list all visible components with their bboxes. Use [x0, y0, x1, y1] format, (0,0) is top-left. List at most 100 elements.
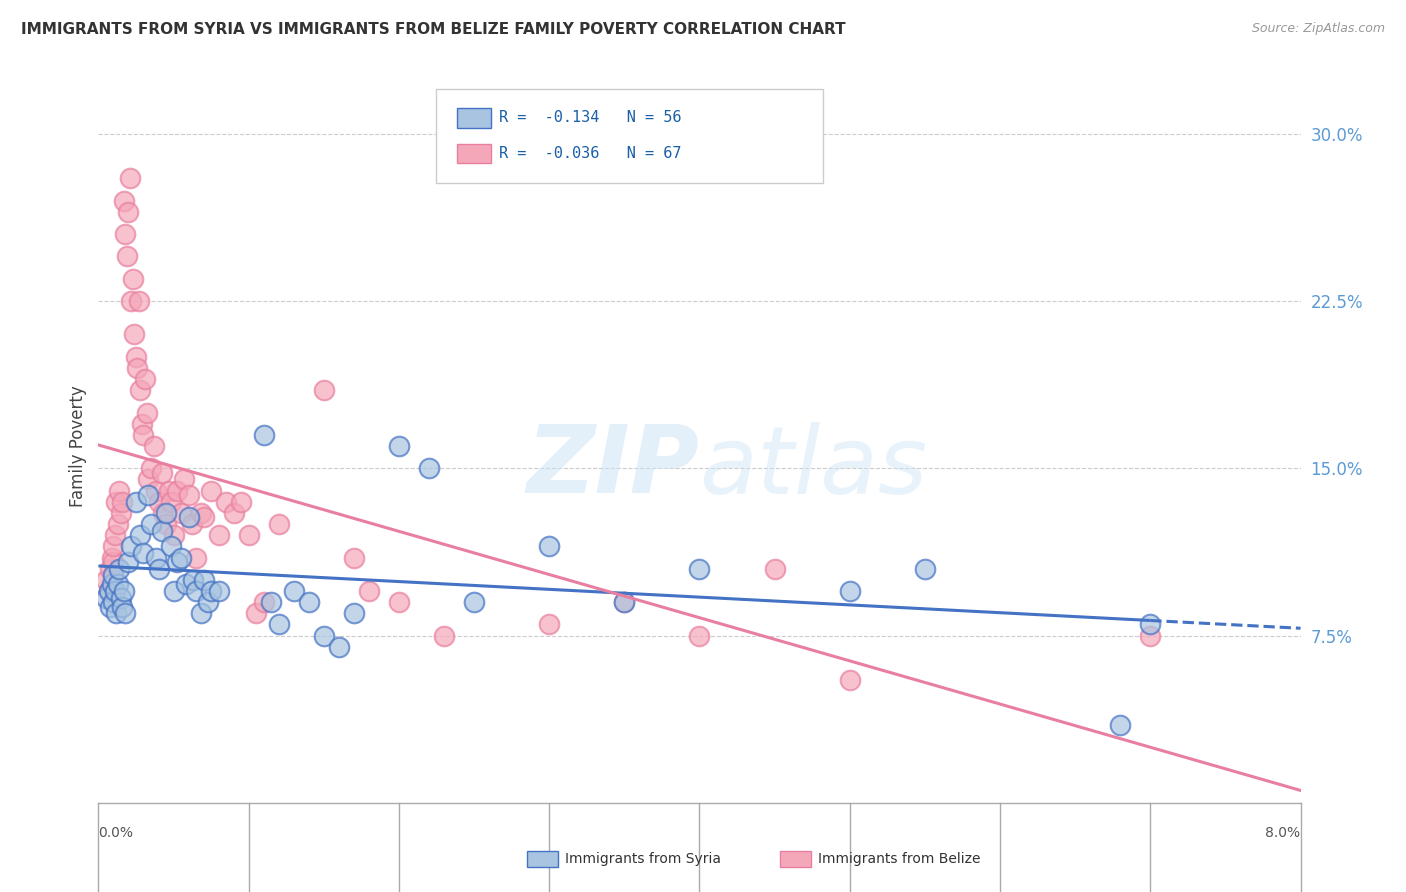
Point [162, 528, 184, 542]
Point [312, 384, 335, 398]
Point [1139, 617, 1161, 632]
Point [343, 607, 366, 621]
Point [538, 539, 561, 553]
Point [139, 461, 162, 475]
Point [100, 599, 122, 614]
Point [312, 628, 335, 642]
Point [193, 573, 215, 587]
Point [104, 528, 127, 542]
Point [115, 249, 138, 264]
Point [388, 439, 411, 453]
Point [418, 461, 440, 475]
Y-axis label: Family Poverty: Family Poverty [69, 385, 87, 507]
Point [343, 550, 366, 565]
Point [111, 494, 134, 508]
Point [231, 494, 253, 508]
Point [112, 583, 135, 598]
Point [155, 506, 177, 520]
Point [170, 506, 193, 520]
Point [283, 583, 305, 598]
Point [121, 293, 143, 308]
Point [108, 562, 131, 576]
Point [267, 517, 290, 532]
Point [253, 428, 276, 442]
Point [613, 595, 636, 609]
Point [97, 583, 120, 598]
Point [103, 555, 125, 569]
Point [117, 555, 139, 569]
Point [110, 591, 132, 605]
Point [181, 573, 204, 587]
Point [208, 528, 231, 542]
Point [136, 473, 159, 487]
Point [245, 607, 267, 621]
Point [103, 539, 125, 553]
Point [128, 293, 150, 308]
Point [131, 417, 153, 431]
Text: Source: ZipAtlas.com: Source: ZipAtlas.com [1251, 22, 1385, 36]
Point [108, 483, 131, 498]
Point [114, 227, 136, 241]
Text: ZIP: ZIP [527, 421, 700, 514]
Point [94, 591, 117, 605]
Point [538, 617, 561, 632]
Point [215, 494, 238, 508]
Point [135, 405, 157, 420]
Point [139, 517, 162, 532]
Point [145, 483, 167, 498]
Point [107, 577, 129, 591]
Point [190, 506, 212, 520]
Point [267, 617, 290, 632]
Point [200, 583, 222, 598]
Point [1109, 717, 1132, 731]
Point [388, 595, 411, 609]
Point [134, 372, 156, 386]
Point [103, 595, 125, 609]
Point [136, 488, 159, 502]
Text: Immigrants from Belize: Immigrants from Belize [818, 852, 981, 866]
Point [107, 517, 129, 532]
Text: Immigrants from Syria: Immigrants from Syria [565, 852, 721, 866]
Point [200, 483, 222, 498]
Point [101, 577, 124, 591]
Point [184, 583, 207, 598]
Text: atlas: atlas [700, 422, 928, 513]
Point [100, 562, 122, 576]
Point [1139, 628, 1161, 642]
Point [184, 550, 207, 565]
Point [208, 583, 231, 598]
Point [112, 194, 135, 208]
Point [145, 550, 167, 565]
Point [129, 384, 152, 398]
Point [118, 171, 141, 186]
Point [193, 510, 215, 524]
Point [170, 550, 193, 565]
Point [121, 539, 143, 553]
Point [180, 517, 202, 532]
Point [125, 350, 148, 364]
Point [253, 595, 276, 609]
Point [166, 483, 188, 498]
Point [174, 577, 197, 591]
Point [114, 607, 136, 621]
Point [97, 583, 120, 598]
Point [117, 204, 139, 219]
Point [148, 562, 170, 576]
Point [838, 583, 860, 598]
Point [94, 573, 117, 587]
Point [150, 466, 173, 480]
Text: 0.0%: 0.0% [98, 826, 134, 839]
Point [105, 607, 128, 621]
Point [238, 528, 260, 542]
Point [463, 595, 485, 609]
Point [105, 494, 128, 508]
Point [260, 595, 283, 609]
Point [763, 562, 786, 576]
Point [190, 607, 212, 621]
Point [150, 524, 173, 538]
Point [177, 488, 200, 502]
Text: IMMIGRANTS FROM SYRIA VS IMMIGRANTS FROM BELIZE FAMILY POVERTY CORRELATION CHART: IMMIGRANTS FROM SYRIA VS IMMIGRANTS FROM… [21, 22, 846, 37]
Text: 8.0%: 8.0% [1265, 826, 1301, 839]
Point [101, 550, 124, 565]
Point [328, 640, 350, 654]
